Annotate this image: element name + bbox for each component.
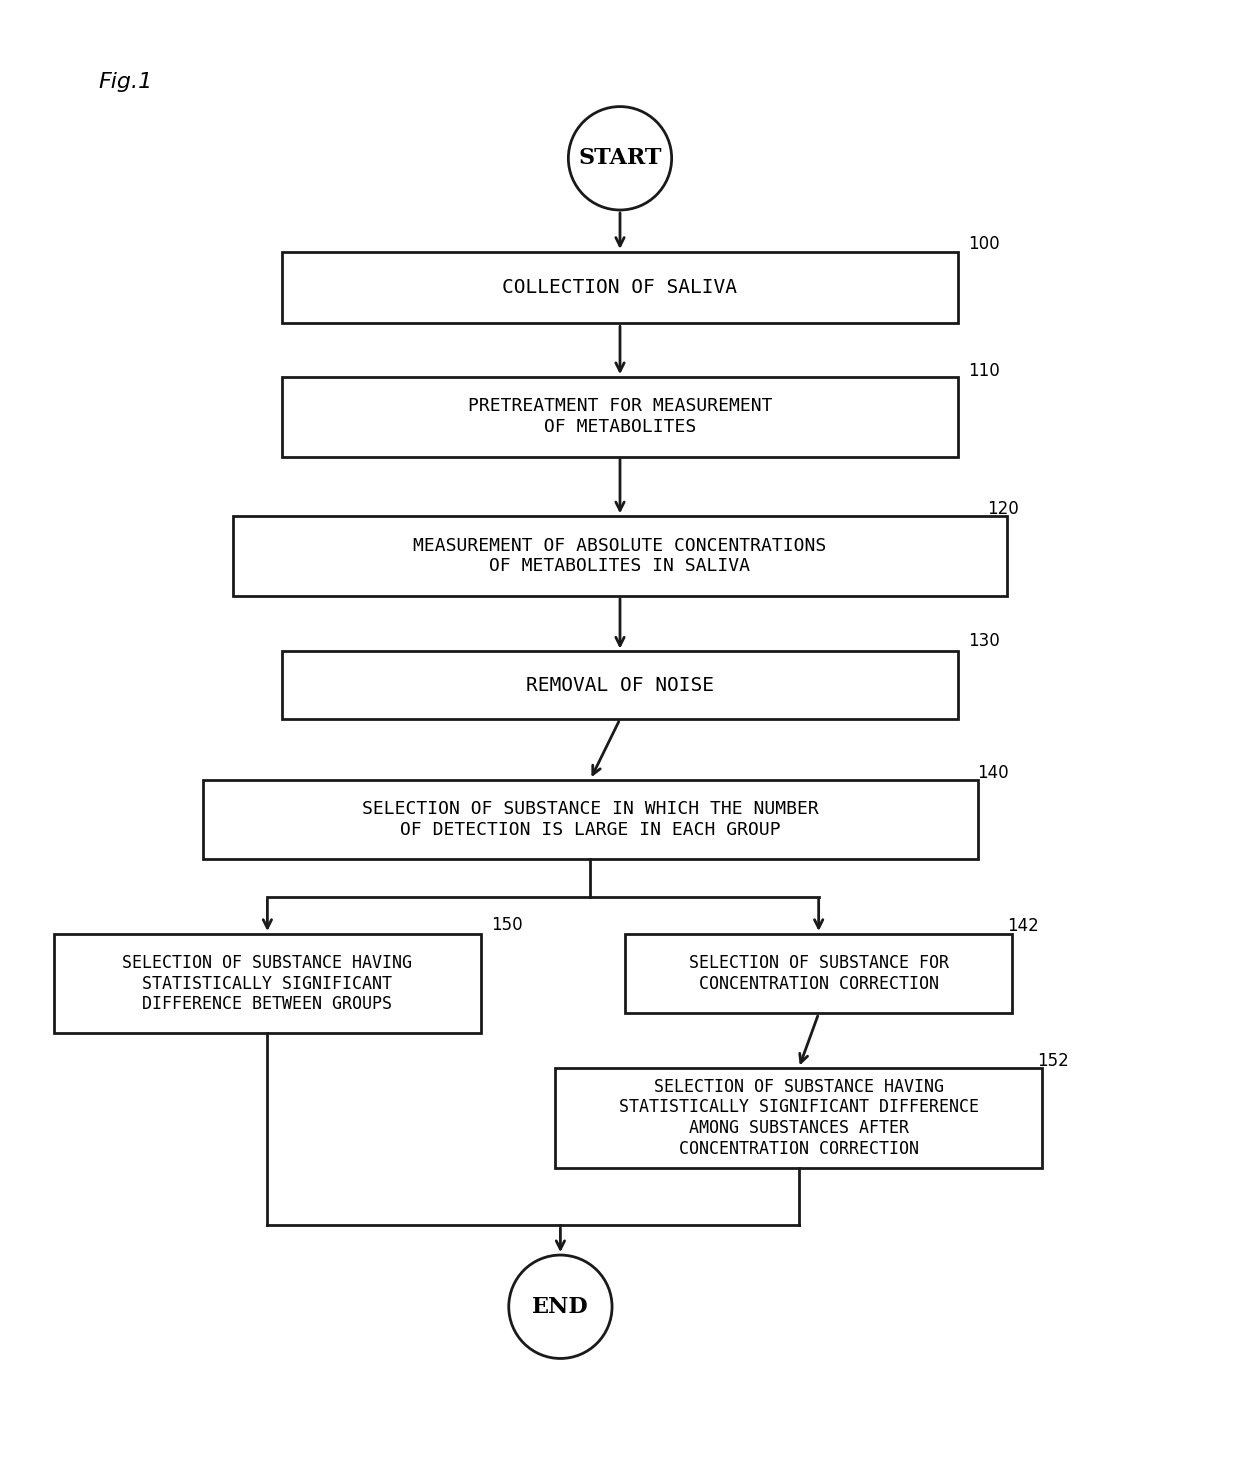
Text: 142: 142: [1007, 917, 1039, 935]
Text: 150: 150: [491, 916, 522, 934]
Text: REMOVAL OF NOISE: REMOVAL OF NOISE: [526, 676, 714, 695]
Text: 110: 110: [967, 361, 999, 381]
Text: MEASUREMENT OF ABSOLUTE CONCENTRATIONS
OF METABOLITES IN SALIVA: MEASUREMENT OF ABSOLUTE CONCENTRATIONS O…: [413, 537, 827, 575]
Text: Fig.1: Fig.1: [98, 72, 153, 91]
Text: SELECTION OF SUBSTANCE IN WHICH THE NUMBER
OF DETECTION IS LARGE IN EACH GROUP: SELECTION OF SUBSTANCE IN WHICH THE NUMB…: [362, 799, 818, 839]
Text: SELECTION OF SUBSTANCE HAVING
STATISTICALLY SIGNIFICANT DIFFERENCE
AMONG SUBSTAN: SELECTION OF SUBSTANCE HAVING STATISTICA…: [619, 1078, 978, 1158]
Text: 140: 140: [977, 764, 1009, 782]
Text: PRETREATMENT FOR MEASUREMENT
OF METABOLITES: PRETREATMENT FOR MEASUREMENT OF METABOLI…: [467, 397, 773, 437]
Text: SELECTION OF SUBSTANCE HAVING
STATISTICALLY SIGNIFICANT
DIFFERENCE BETWEEN GROUP: SELECTION OF SUBSTANCE HAVING STATISTICA…: [123, 954, 413, 1013]
Text: COLLECTION OF SALIVA: COLLECTION OF SALIVA: [502, 279, 738, 296]
Text: SELECTION OF SUBSTANCE FOR
CONCENTRATION CORRECTION: SELECTION OF SUBSTANCE FOR CONCENTRATION…: [688, 954, 949, 993]
Text: 152: 152: [1037, 1052, 1069, 1069]
Text: 130: 130: [967, 633, 999, 650]
Text: START: START: [578, 148, 662, 170]
Text: 120: 120: [987, 500, 1019, 518]
Text: 100: 100: [967, 235, 999, 252]
Text: END: END: [532, 1295, 589, 1317]
